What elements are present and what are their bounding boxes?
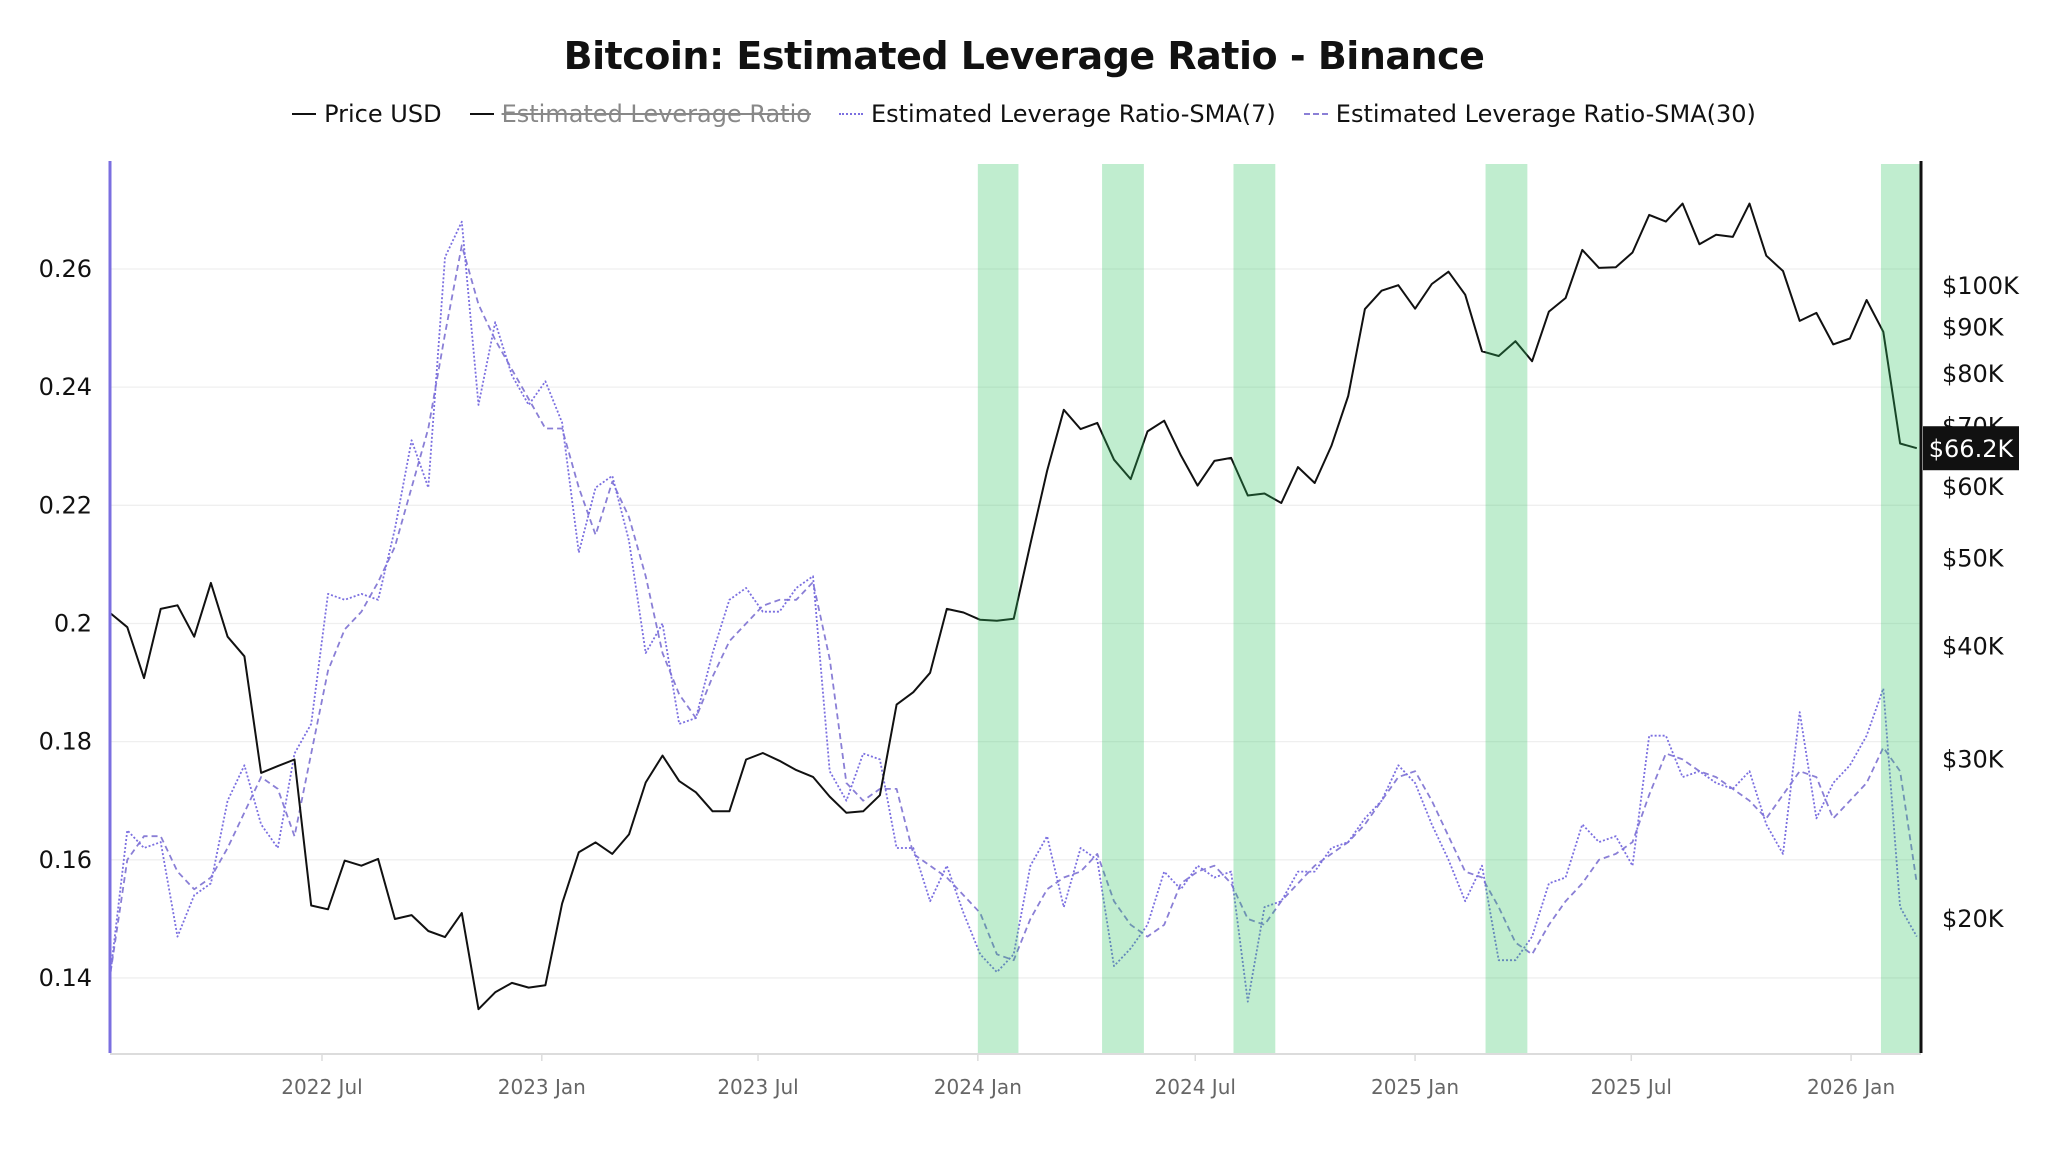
highlight-band xyxy=(1485,164,1528,1053)
x-tick-label: 2023 Jan xyxy=(498,1075,586,1099)
legend-label: Estimated Leverage Ratio-SMA(30) xyxy=(1335,100,1756,128)
series-line-estimated-leverage-ratio-sma-30 xyxy=(109,244,1918,973)
highlight-band xyxy=(1233,164,1276,1053)
y-right-tick-label: $50K xyxy=(1942,545,2005,573)
y-left-tick-label: 0.14 xyxy=(39,964,92,992)
last-price-label: $66.2K xyxy=(1929,435,2015,463)
legend-label: Estimated Leverage Ratio xyxy=(501,100,811,128)
y-right-tick-label: $40K xyxy=(1942,632,2005,660)
x-tick-label: 2025 Jan xyxy=(1371,1075,1459,1099)
legend-label: Estimated Leverage Ratio-SMA(7) xyxy=(870,100,1276,128)
highlight-band xyxy=(977,164,1019,1053)
legend-solid-line-icon xyxy=(292,113,317,115)
legend-item-sma30[interactable]: Estimated Leverage Ratio-SMA(30) xyxy=(1303,100,1756,128)
legend: Price USD Estimated Leverage Ratio Estim… xyxy=(0,100,2048,128)
series-line-price-usd xyxy=(109,202,1918,1011)
y-right-tick-label: $60K xyxy=(1942,473,2005,501)
legend-item-sma7[interactable]: Estimated Leverage Ratio-SMA(7) xyxy=(838,100,1276,128)
x-tick-label: 2026 Jan xyxy=(1807,1075,1895,1099)
legend-dotted-line-icon xyxy=(838,113,863,115)
y-right-tick-label: $80K xyxy=(1942,360,2005,388)
legend-label: Price USD xyxy=(324,100,442,128)
chart-title: Bitcoin: Estimated Leverage Ratio - Bina… xyxy=(563,34,1485,78)
legend-dashed-line-icon xyxy=(1303,113,1328,115)
y-left-tick-label: 0.22 xyxy=(39,491,92,519)
last-price-badge xyxy=(1923,426,2019,471)
y-left-tick-label: 0.18 xyxy=(39,728,92,756)
y-left-tick-label: 0.24 xyxy=(39,373,92,401)
x-tick-label: 2024 Jul xyxy=(1155,1075,1236,1099)
y-left-tick-label: 0.16 xyxy=(39,846,92,874)
x-tick-label: 2022 Jul xyxy=(281,1075,362,1099)
y-right-tick-label: $30K xyxy=(1942,746,2005,774)
x-tick-label: 2023 Jul xyxy=(717,1075,798,1099)
x-tick-label: 2024 Jan xyxy=(934,1075,1022,1099)
y-right-tick-label: $90K xyxy=(1942,313,2005,341)
highlight-band xyxy=(1880,164,1921,1053)
legend-item-estimated-leverage-ratio[interactable]: Estimated Leverage Ratio xyxy=(469,100,811,128)
legend-item-price-usd[interactable]: Price USD xyxy=(292,100,442,128)
series-line-estimated-leverage-ratio-sma-7 xyxy=(109,220,1918,1003)
y-left-tick-label: 0.2 xyxy=(54,609,92,637)
legend-solid-line-icon xyxy=(469,113,494,115)
highlight-band xyxy=(1102,164,1144,1053)
y-left-tick-label: 0.26 xyxy=(39,255,92,283)
y-right-tick-label: $20K xyxy=(1942,905,2005,933)
x-tick-label: 2025 Jul xyxy=(1591,1075,1672,1099)
y-right-tick-label: $100K xyxy=(1942,272,2020,300)
